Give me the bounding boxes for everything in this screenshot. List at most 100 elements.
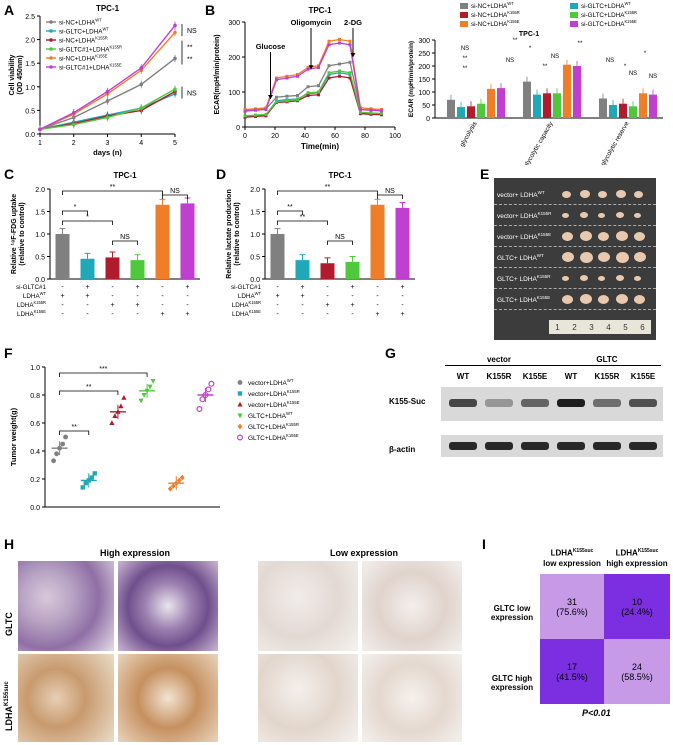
- ruler-mark: 4: [606, 322, 611, 332]
- chart-b1-point: [327, 71, 331, 75]
- chart-b2-bar: [629, 106, 637, 118]
- chart-b1-point: [296, 73, 299, 76]
- chart-d-ytick-label: 1.5: [250, 210, 260, 217]
- chart-f-point: [176, 477, 182, 484]
- tumor: [598, 212, 605, 218]
- chart-c-bar-5: [180, 203, 195, 279]
- chart-d-row-label: LDHAWT: [238, 291, 262, 300]
- tumor: [580, 190, 590, 198]
- chart-f-point: [205, 386, 212, 393]
- chart-f-ytick-label: 0.0: [30, 505, 40, 512]
- chart-d-row-mark: -: [276, 284, 279, 291]
- chart-c-sig: *: [74, 204, 77, 211]
- chart-b2-legend-swatch: [570, 3, 578, 9]
- cell-0-1: 10 (24.4%): [604, 574, 670, 639]
- col-header-low: LDHAK155suc low expression: [543, 548, 601, 568]
- chart-c-ytick-label: 2.0: [35, 187, 45, 194]
- blot-band-label: β-actin: [389, 445, 416, 454]
- chart-a-legend-label: si-NC+LDHAK155E: [59, 54, 108, 63]
- chart-b1-point: [243, 114, 247, 118]
- chart-f-point: [167, 486, 173, 492]
- chart-b1-title: TPC-1: [308, 6, 332, 15]
- tumor: [598, 294, 609, 304]
- chart-a-sig: NS: [187, 90, 197, 97]
- chart-b2-bar: [543, 93, 551, 118]
- chart-b1-point: [327, 43, 331, 47]
- tumor: [616, 294, 628, 304]
- chart-d-row-mark: +: [350, 302, 354, 309]
- chart-f-sig: ***: [99, 366, 107, 373]
- tumor: [616, 231, 628, 241]
- chart-b2-bar: [639, 93, 647, 118]
- tumor-row: GLTC+ LDHAK155E: [494, 289, 656, 310]
- chart-f-ytick-label: 0.8: [30, 393, 40, 400]
- blot-band: [485, 399, 513, 407]
- chart-d-row-mark: -: [376, 302, 379, 309]
- chart-b1-point: [306, 94, 310, 97]
- chart-b1-ytick-label: 100: [228, 90, 240, 97]
- chart-f-legend-label: GLTC+LDHAWT: [248, 411, 293, 420]
- chart-a-xtick-label: 1: [38, 140, 42, 147]
- chart-b1-xtick-label: 60: [331, 133, 339, 140]
- chart-c-fdg-uptake: TPC-1 0.0 0.5 1.0 1.5 2.0 Relative ¹⁸F-FDG upt…: [11, 171, 200, 318]
- chart-c-row-mark: +: [85, 293, 89, 300]
- chart-b2-bar: [487, 88, 495, 118]
- chart-b2-sig: **: [578, 41, 583, 47]
- chart-b1-point: [243, 108, 247, 111]
- chart-a-legend-marker: [49, 29, 53, 33]
- tumor-row-label: GLTC+ LDHAK155E: [497, 295, 551, 305]
- blot-lane-label: K155R: [594, 372, 620, 381]
- chart-d-row-mark: -: [326, 284, 329, 291]
- chart-a-sig: **: [187, 56, 193, 63]
- chart-b1-point: [285, 76, 289, 80]
- chart-f-sig-bracket: [59, 372, 148, 377]
- tumor: [580, 212, 588, 218]
- chart-b2-bar: [447, 99, 455, 118]
- chart-b2-ytick-label: 0: [426, 116, 430, 123]
- chart-c-row-mark: +: [185, 284, 189, 291]
- chart-d-row-mark: +: [400, 284, 404, 291]
- chart-b2-bar: [573, 66, 581, 118]
- chart-c-row-mark: -: [186, 293, 189, 300]
- tumor-row: GLTC+ LDHAK155R: [494, 268, 656, 289]
- chart-b2-sig: **: [543, 64, 548, 70]
- chart-d-lactate: TPC-1 0.0 0.5 1.0 1.5 2.0 Relative lactate pro…: [226, 171, 415, 318]
- chart-f-point: [92, 471, 97, 476]
- blot-band: [593, 399, 621, 407]
- chart-d-bar-5: [395, 207, 410, 279]
- chart-b1-point: [285, 94, 289, 98]
- histology-panel: High expression Low expression GLTC LDHA…: [0, 536, 478, 745]
- chart-a-legend-label: si-GLTC+LDHAWT: [59, 27, 109, 36]
- chart-c-row-mark: -: [111, 311, 114, 318]
- chart-d-bar-4: [370, 204, 385, 279]
- chart-a-ytick-label: 2.0: [25, 38, 35, 45]
- chart-b1-point: [338, 41, 341, 45]
- chart-a-xtick-label: 4: [139, 140, 143, 147]
- blot-band: [593, 442, 621, 450]
- chart-f-legend-marker: [237, 413, 243, 419]
- cell-1-0: 17 (41.5%): [540, 639, 604, 704]
- chart-b1-point: [338, 71, 341, 75]
- blot-band-label: K155-Suc: [389, 397, 426, 406]
- chart-c-row-mark: +: [60, 293, 64, 300]
- chart-f-point: [83, 481, 88, 486]
- chart-b2-bar: [619, 103, 627, 118]
- chart-d-bar-3: [345, 261, 360, 279]
- tumor: [616, 275, 624, 281]
- tumor-photo: vector+ LDHAWT vector+ LDHAK155R vector+ L…: [494, 178, 656, 340]
- chart-d-row-mark: +: [350, 284, 354, 291]
- chart-b2-sig: NS: [606, 58, 614, 64]
- chart-d-sig-bracket: [277, 210, 303, 215]
- chart-a-legend-marker: [49, 38, 53, 42]
- chart-c-row-label: LDHAK155E: [17, 309, 46, 318]
- chart-b1-arrowhead: [350, 53, 356, 57]
- chart-b1-point: [338, 38, 341, 41]
- chart-a-legend-marker: [49, 47, 53, 51]
- chart-b1-xtick-label: 80: [361, 133, 369, 140]
- chart-b1-event-label: Glucose: [256, 42, 286, 51]
- chart-f-point: [147, 384, 153, 390]
- chart-b1-xtick-label: 100: [389, 133, 401, 140]
- tumor-row: vector+ LDHAWT: [494, 184, 656, 205]
- chart-b2-ytick-label: 150: [418, 77, 430, 84]
- panel-letter-g: G: [385, 345, 396, 361]
